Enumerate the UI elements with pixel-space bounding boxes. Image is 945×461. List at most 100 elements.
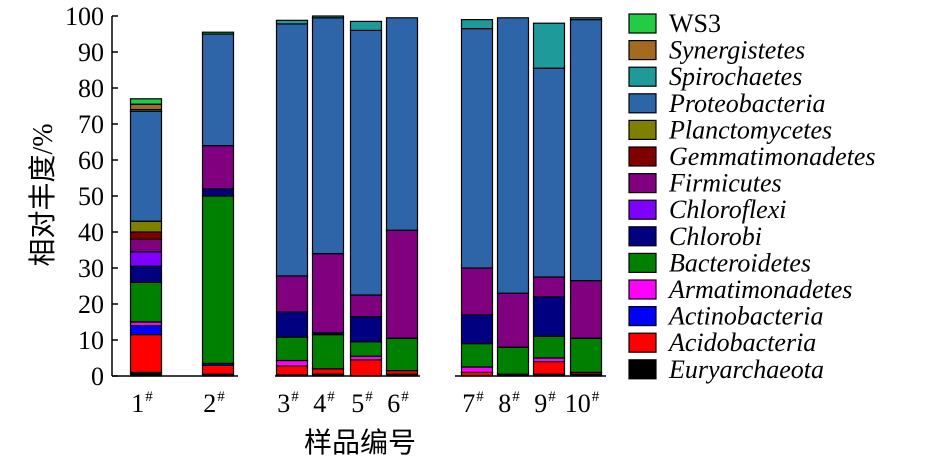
legend-swatch — [628, 173, 657, 194]
legend-label: Planctomycetes — [668, 115, 832, 144]
x-tick-label-number: 8 — [498, 389, 511, 418]
bar-segment-bacteroidetes-9 — [532, 335, 566, 359]
x-tick-label-superscript: # — [365, 389, 373, 405]
bar-segment-proteobacteria-1 — [129, 110, 163, 222]
y-tick-label: 20 — [78, 290, 104, 319]
bar-segment-bacteroidetes-6 — [385, 337, 419, 372]
x-tick-label-superscript: # — [592, 389, 600, 405]
x-tick-label-superscript: # — [327, 389, 335, 405]
bar-segment-acidobacteria-5 — [349, 359, 383, 377]
legend-label: Spirochaetes — [669, 62, 802, 91]
bar-segment-bacteroidetes-5 — [349, 341, 383, 357]
legend-label: Synergistetes — [669, 36, 805, 65]
x-tick-label-superscript: # — [548, 389, 556, 405]
x-tick-label-number: 2 — [203, 389, 216, 418]
legend-item-spirochaetes: Spirochaetes — [628, 62, 802, 91]
bar-segment-firmicutes-10 — [569, 280, 603, 339]
legend-item-firmicutes: Firmicutes — [628, 169, 782, 198]
y-tick-label: 50 — [78, 182, 104, 211]
legend-label: Chlorobi — [669, 222, 762, 251]
legend-swatch — [628, 93, 657, 114]
bar-segment-spirochaetes-10 — [569, 17, 603, 21]
bar-stack-7 — [460, 19, 494, 377]
bar-segment-actinobacteria-1 — [129, 325, 163, 336]
legend-label: Acidobacteria — [667, 328, 816, 357]
bar-stack-10 — [569, 17, 603, 377]
bar-segment-chloroflexi-1 — [129, 251, 163, 267]
legend-item-acidobacteria: Acidobacteria — [628, 328, 816, 357]
bar-stack-8 — [496, 17, 530, 377]
bar-segment-firmicutes-7 — [460, 267, 494, 316]
legend-swatch — [628, 226, 657, 247]
bar-segment-bacteroidetes-2 — [201, 195, 235, 364]
y-tick-label: 30 — [78, 254, 104, 283]
legend-item-gemmatimonadetes: Gemmatimonadetes — [628, 142, 876, 171]
x-tick-label: 1# — [131, 389, 153, 418]
x-tick-label-number: 1 — [131, 389, 144, 418]
bar-segment-gemmatimonadetes-1 — [129, 231, 163, 240]
bar-segment-spirochaetes-4 — [311, 15, 345, 19]
legend-label: Proteobacteria — [668, 89, 825, 118]
x-tick-label: 5# — [351, 389, 373, 418]
bar-segment-acidobacteria-1 — [129, 334, 163, 374]
y-tick-label: 70 — [78, 110, 104, 139]
bar-segment-proteobacteria-6 — [385, 17, 419, 231]
legend-label: Firmicutes — [668, 169, 782, 198]
bar-stack-9 — [532, 22, 566, 377]
bar-area — [129, 15, 603, 377]
legend-swatch — [628, 279, 657, 300]
x-tick-label: 7# — [462, 389, 484, 418]
legend-swatch — [628, 252, 657, 273]
bar-segment-spirochaetes-3 — [275, 19, 309, 25]
bar-segment-chlorobi-9 — [532, 296, 566, 337]
x-axis-title: 样品编号 — [304, 427, 416, 459]
y-tick-label: 60 — [78, 146, 104, 175]
bar-segment-ws3-2 — [201, 31, 235, 35]
bar-segment-bacteroidetes-7 — [460, 343, 494, 368]
x-tick-label-superscript: # — [291, 389, 299, 405]
legend-item-proteobacteria: Proteobacteria — [628, 89, 825, 118]
bar-segment-bacteroidetes-1 — [129, 281, 163, 323]
bar-segment-proteobacteria-4 — [311, 17, 345, 255]
x-tick-label: 6# — [387, 389, 409, 418]
x-tick-label-number: 9 — [534, 389, 547, 418]
bar-segment-firmicutes-6 — [385, 229, 419, 339]
bar-segment-proteobacteria-5 — [349, 29, 383, 296]
legend-label: Euryarchaeota — [668, 355, 824, 384]
x-tick-label-number: 7 — [462, 389, 475, 418]
bar-segment-firmicutes-8 — [496, 292, 530, 348]
x-tick-label-number: 5 — [351, 389, 364, 418]
bar-stack-4 — [311, 15, 345, 377]
legend: WS3SynergistetesSpirochaetesProteobacter… — [628, 9, 876, 384]
x-tick-label-number: 6 — [387, 389, 400, 418]
legend-item-chloroflexi: Chloroflexi — [628, 195, 786, 224]
bar-segment-firmicutes-5 — [349, 294, 383, 318]
x-tick-label: 8# — [498, 389, 520, 418]
legend-item-euryarchaeota: Euryarchaeota — [628, 355, 824, 384]
x-tick-label: 9# — [534, 389, 556, 418]
legend-swatch — [628, 199, 657, 220]
bar-stack-1 — [129, 98, 163, 377]
legend-swatch — [628, 306, 657, 327]
bar-segment-chlorobi-7 — [460, 314, 494, 345]
y-axis-title: 相对丰度/% — [27, 123, 59, 266]
legend-item-planctomycetes: Planctomycetes — [628, 115, 832, 144]
legend-item-synergistetes: Synergistetes — [628, 36, 805, 65]
y-tick-label: 80 — [78, 74, 104, 103]
legend-label: Gemmatimonadetes — [669, 142, 876, 171]
bar-stack-3 — [275, 19, 309, 377]
bar-stack-2 — [201, 31, 235, 377]
bar-segment-bacteroidetes-10 — [569, 337, 603, 374]
y-tick-label: 40 — [78, 218, 104, 247]
bar-segment-proteobacteria-8 — [496, 17, 530, 294]
x-tick-label: 10# — [565, 389, 600, 418]
bar-segment-chlorobi-2 — [201, 188, 235, 197]
x-tick-label-superscript: # — [145, 389, 153, 405]
legend-swatch — [628, 13, 657, 34]
bar-stack-5 — [349, 20, 383, 377]
bar-segment-chlorobi-1 — [129, 265, 163, 284]
bar-segment-ws3-1 — [129, 98, 163, 105]
bar-segment-acidobacteria-2 — [201, 364, 235, 375]
legend-swatch — [628, 359, 657, 380]
